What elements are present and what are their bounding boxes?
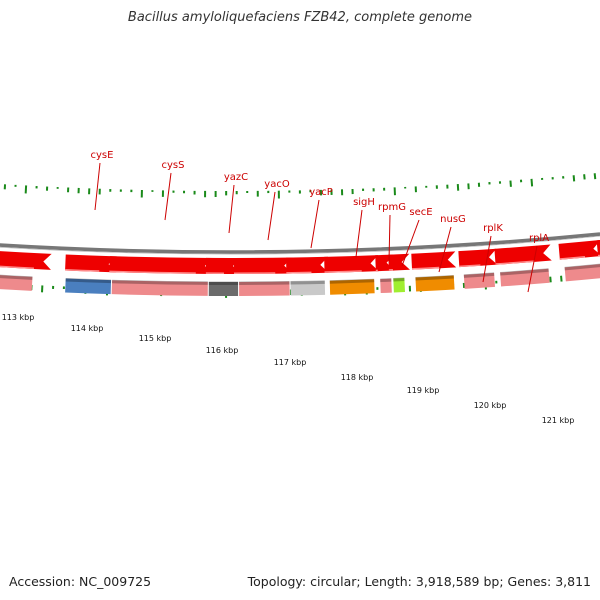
cds-arrow-highlight (597, 254, 600, 257)
gene-feature (329, 279, 375, 295)
gene-feature (65, 278, 112, 295)
gene-label-leader (164, 172, 172, 221)
backbone-layer (0, 232, 600, 255)
gene-label-yacO: yacO (264, 179, 290, 190)
cds-arrow (234, 257, 293, 274)
gene-feature (239, 281, 290, 296)
gene-feature-shadow (0, 274, 33, 280)
gene-feature (500, 268, 550, 287)
gene-feature-shadow (239, 281, 290, 285)
gene-label-yazC: yazC (224, 172, 248, 183)
gc-tick-inner (530, 178, 534, 187)
scale-label: 117 kbp (274, 358, 307, 367)
cds-arrow-highlight (109, 270, 196, 274)
scale-label: 121 kbp (542, 416, 575, 425)
gene-label-leader (401, 219, 420, 267)
cds-arrow (0, 251, 52, 270)
cds-arrow (458, 248, 498, 268)
cds-arrow-highlight (234, 272, 276, 274)
gene-feature (415, 275, 455, 292)
gene-label-leader (94, 162, 101, 211)
gene-label-rplA: rplA (529, 233, 549, 244)
gene-feature (0, 275, 33, 291)
scale-label: 118 kbp (341, 373, 374, 382)
cds-arrow-highlight (205, 272, 224, 274)
scale-label: 120 kbp (474, 401, 507, 410)
cds-arrow (286, 256, 329, 274)
scale-label: 119 kbp (407, 386, 440, 395)
cds-arrow-highlight (495, 260, 535, 265)
scale-label: 114 kbp (71, 324, 104, 333)
gene-feature-shadow (65, 277, 112, 284)
gene-label-leader (310, 199, 320, 249)
scale-label: 113 kbp (2, 313, 35, 322)
gene-feature-shadow (393, 277, 405, 282)
gene-feature (208, 281, 239, 296)
gene-feature-shadow (463, 272, 495, 278)
gc-tick-inner (572, 175, 576, 182)
cds-arrow (65, 254, 117, 273)
accession-text: Accession: NC_009725 (9, 574, 152, 589)
cds-arrow-highlight (559, 256, 586, 260)
map-title: Bacillus amyloliquefaciens FZB42, comple… (127, 10, 473, 25)
cds-arrow (558, 240, 600, 260)
scale-label: 116 kbp (206, 346, 239, 355)
gene-feature-shadow (111, 279, 208, 285)
gene-feature-shadow (415, 274, 454, 281)
cds-arrow (109, 256, 213, 274)
gene-label-nusG: nusG (440, 214, 466, 225)
scale-label-layer: 113 kbp 114 kbp 115 kbp 116 kbp 117 kbp 118 k… (2, 313, 575, 425)
gc-tick-inner (593, 173, 597, 180)
gene-feature-shadow (380, 278, 392, 283)
cds-arrow-highlight (388, 269, 393, 271)
gene-label-leader (355, 209, 363, 258)
gene-feature-shadow (208, 281, 239, 285)
gene-feature (290, 280, 326, 296)
gene-label-leader (267, 191, 276, 241)
gene-feature-shadow (290, 280, 325, 285)
cds-arrow-highlight (0, 265, 34, 269)
gene-feature (463, 272, 496, 289)
scale-label: 115 kbp (139, 334, 172, 343)
gene-label-cysS: cysS (162, 160, 185, 171)
gene-feature-shadow (329, 278, 375, 284)
cds-arrow (494, 244, 552, 265)
cds-arrow (324, 255, 379, 273)
gene-feature (380, 278, 392, 294)
cds-arrow-highlight (375, 269, 378, 272)
gene-label-rpmG: rpmG (378, 202, 406, 213)
gc-tick-outer (560, 275, 563, 282)
gene-label-yacP: yacP (309, 187, 333, 198)
gene-label-layer: cysE cysS yazC yacO yacP sigH rpmG secE nusG rplK… (91, 150, 549, 293)
gene-feature-shadow (564, 263, 600, 271)
cds-arrow (388, 253, 410, 271)
gene-label-sigH: sigH (353, 197, 375, 208)
gene-label-leader (527, 245, 538, 293)
gene-feature-shadow (500, 268, 549, 276)
gene-label-leader (438, 226, 452, 273)
cds-arrow-highlight (65, 268, 100, 272)
gene-feature-layer (0, 263, 600, 296)
cds-arrow (205, 257, 242, 275)
genome-backbone (0, 232, 600, 254)
gene-label-cysE: cysE (91, 150, 114, 161)
cds-arrow-highlight (411, 266, 440, 270)
gene-label-secE: secE (409, 207, 432, 218)
gene-label-leader (388, 214, 391, 263)
cds-arrow-highlight (324, 270, 362, 273)
cds-arrow (596, 240, 600, 257)
cds-arrow (411, 251, 457, 270)
gene-feature (564, 264, 600, 282)
gene-label-leader (228, 184, 235, 234)
cds-arrow-highlight (459, 264, 481, 268)
gene-feature (111, 280, 208, 296)
gene-label-rplK: rplK (483, 223, 503, 234)
gene-feature (393, 278, 405, 293)
gene-label-leader (482, 235, 492, 283)
cds-arrow-highlight (286, 271, 312, 274)
cds-arrow-layer (0, 240, 600, 275)
genome-summary-text: Topology: circular; Length: 3,918,589 bp… (247, 574, 591, 589)
